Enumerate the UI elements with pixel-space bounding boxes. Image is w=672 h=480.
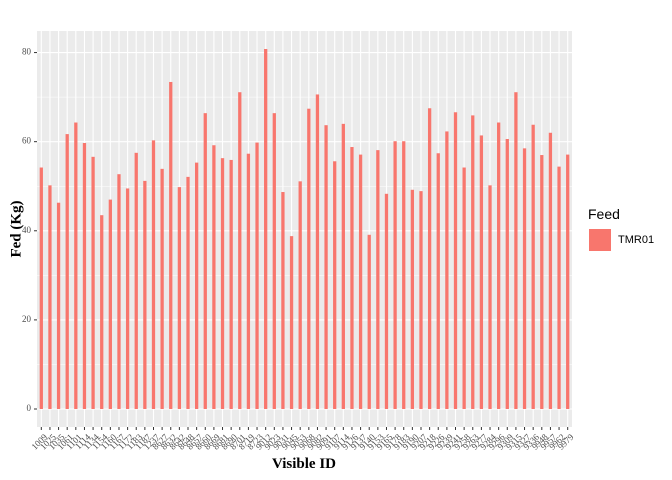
bar xyxy=(488,185,492,409)
bar xyxy=(82,143,87,410)
bar xyxy=(445,131,449,410)
bar xyxy=(557,166,561,409)
bar xyxy=(540,155,544,409)
bar xyxy=(220,158,225,409)
bar xyxy=(169,81,173,409)
legend-title: Feed xyxy=(588,206,620,222)
bar xyxy=(410,189,415,409)
bar xyxy=(367,234,371,409)
bar xyxy=(324,125,328,410)
bar xyxy=(427,108,432,410)
bar xyxy=(134,152,138,409)
bar xyxy=(376,150,380,409)
y-tick-label: 60 xyxy=(22,136,32,146)
bar xyxy=(471,115,475,409)
bar xyxy=(100,215,104,409)
bar xyxy=(531,124,535,409)
bar xyxy=(229,159,233,409)
bar xyxy=(151,140,156,409)
bar xyxy=(505,139,509,409)
x-axis-title: Visible ID xyxy=(272,456,336,472)
bar xyxy=(566,154,570,409)
bar xyxy=(479,135,484,409)
bar xyxy=(315,94,320,409)
bar xyxy=(264,49,268,409)
bar xyxy=(143,180,147,409)
bar xyxy=(384,193,389,409)
bar xyxy=(238,92,242,409)
bar xyxy=(91,156,95,409)
bar xyxy=(272,113,276,409)
bar xyxy=(402,141,406,409)
bar xyxy=(522,148,527,409)
bar xyxy=(358,154,363,409)
bar xyxy=(453,112,458,409)
bar xyxy=(462,167,466,409)
bar xyxy=(255,142,259,409)
bar xyxy=(56,202,61,409)
bar xyxy=(281,192,285,409)
bar xyxy=(186,176,190,409)
bar xyxy=(203,113,207,409)
bar xyxy=(48,185,52,409)
bar xyxy=(194,162,199,409)
y-tick-label: 0 xyxy=(27,403,32,413)
bar xyxy=(108,199,112,409)
bar xyxy=(548,132,553,409)
y-tick-label: 80 xyxy=(22,47,32,57)
bar xyxy=(74,122,78,409)
legend-key xyxy=(589,229,611,251)
y-axis-title: Fed (Kg) xyxy=(8,200,24,257)
bar xyxy=(65,134,69,410)
panel xyxy=(37,31,572,427)
bar xyxy=(246,153,251,409)
bar xyxy=(160,168,164,409)
bar xyxy=(177,187,182,409)
bar xyxy=(436,153,440,409)
bar xyxy=(289,236,294,409)
bar xyxy=(419,191,423,409)
legend-label: TMR01 xyxy=(618,234,654,246)
bar xyxy=(350,147,354,409)
bar xyxy=(307,108,311,409)
bar xyxy=(341,123,345,409)
bar xyxy=(39,167,43,409)
bar xyxy=(212,145,216,410)
bar xyxy=(393,141,397,409)
y-tick-label: 20 xyxy=(22,314,32,324)
bar xyxy=(333,161,337,409)
y-tick-label: 40 xyxy=(22,225,32,235)
bar xyxy=(125,188,130,409)
bar xyxy=(497,122,501,409)
bar xyxy=(298,181,302,409)
bar xyxy=(514,92,518,409)
bar xyxy=(117,174,121,409)
